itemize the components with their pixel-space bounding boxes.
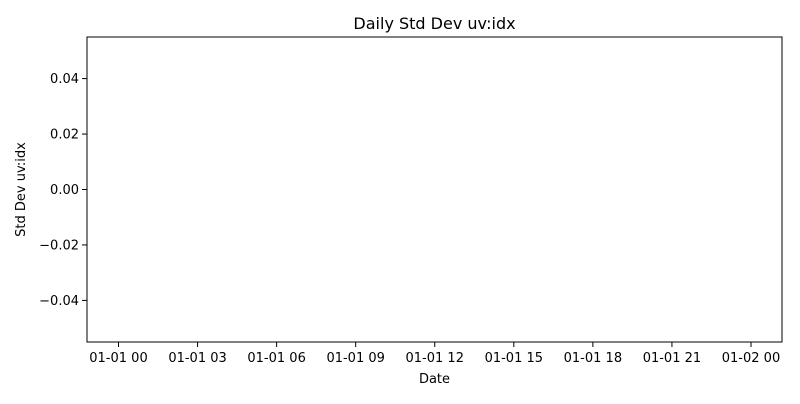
x-tick-label: 01-02 00 xyxy=(722,351,780,366)
x-tick-label: 01-01 03 xyxy=(168,351,226,366)
x-tick-label: 01-01 09 xyxy=(326,351,384,366)
y-tick-label: 0.04 xyxy=(50,72,79,87)
x-tick-label: 01-01 06 xyxy=(247,351,305,366)
chart-title: Daily Std Dev uv:idx xyxy=(353,14,515,33)
y-tick-label: −0.02 xyxy=(39,238,79,253)
y-tick-label: 0.02 xyxy=(50,128,79,143)
x-axis: 01-01 00 01-01 03 01-01 06 01-01 09 01-01 12… xyxy=(89,342,780,366)
x-tick-label: 01-01 12 xyxy=(406,351,464,366)
x-tick-label: 01-01 15 xyxy=(485,351,543,366)
y-tick-label: −0.04 xyxy=(39,294,79,309)
x-axis-label: Date xyxy=(419,372,450,387)
y-axis-label: Std Dev uv:idx xyxy=(14,142,29,237)
x-tick-label: 01-01 21 xyxy=(643,351,701,366)
y-tick-label: 0.00 xyxy=(50,183,79,198)
x-tick-label: 01-01 18 xyxy=(564,351,622,366)
x-tick-label: 01-01 00 xyxy=(89,351,147,366)
y-axis: −0.04 −0.02 0.00 0.02 0.04 xyxy=(39,72,87,309)
